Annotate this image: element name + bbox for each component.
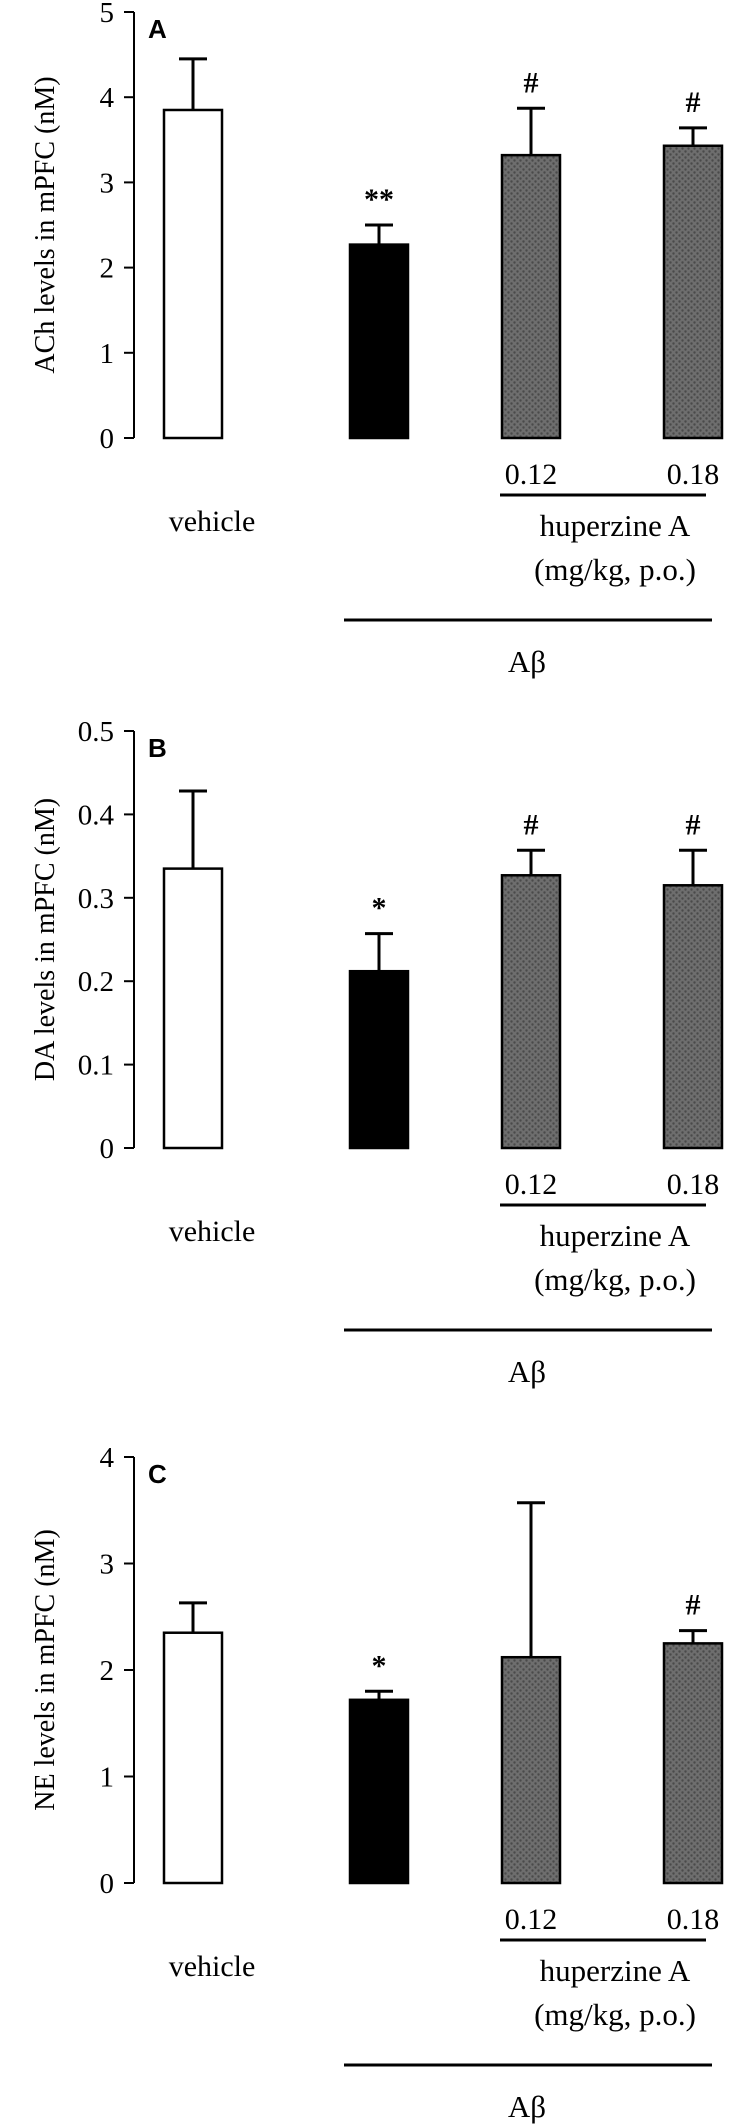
dose-label-018: 0.18 (667, 1903, 720, 1936)
y-axis-title: DA levels in mPFC (nM) (30, 798, 61, 1081)
y-tick-label: 2 (100, 253, 115, 285)
y-tick-label: 0 (100, 1133, 115, 1165)
vehicle-label: vehicle (169, 1215, 256, 1248)
y-tick-label: 3 (100, 1549, 115, 1581)
bar (348, 1698, 410, 1885)
bar (500, 874, 562, 1150)
dose-label-012: 0.12 (505, 1168, 558, 1201)
y-tick-label: 0.1 (78, 1050, 114, 1082)
dose-unit-label: (mg/kg, p.o.) (534, 1262, 696, 1297)
vehicle-label: vehicle (169, 505, 256, 538)
significance-mark: # (524, 808, 539, 841)
dose-label-012: 0.12 (505, 458, 558, 491)
huperzine-label: huperzine A (540, 508, 691, 543)
y-tick-label: 0.4 (78, 799, 115, 831)
significance-mark: # (686, 808, 701, 841)
dose-unit-label: (mg/kg, p.o.) (534, 552, 696, 587)
huperzine-label: huperzine A (540, 1953, 691, 1988)
dose-label-012: 0.12 (505, 1903, 558, 1936)
bar (500, 153, 562, 440)
bar (662, 1642, 724, 1885)
bar (500, 1655, 562, 1885)
abeta-label: Aβ (508, 1354, 546, 1389)
y-tick-label: 3 (100, 167, 115, 199)
significance-mark: # (686, 86, 701, 119)
abeta-label: Aβ (508, 644, 546, 679)
y-tick-label: 1 (100, 1762, 115, 1794)
y-axis-title: NE levels in mPFC (nM) (30, 1529, 61, 1811)
chart-panel-c: 0 1 2 3 4 NE levels in mPFC (nM) C * #0.12 0.18 ve… (30, 1442, 724, 2124)
y-tick-label: 0.2 (78, 966, 114, 998)
y-tick-label: 2 (100, 1655, 115, 1687)
chart-panel-a: 0 1 2 3 4 5 ACh levels in mPFC (nM) A ** # #0.12 0.… (30, 0, 724, 679)
panel-label: B (148, 733, 167, 763)
significance-mark: * (372, 892, 387, 925)
bar (162, 867, 224, 1150)
panel-label: C (148, 1459, 167, 1489)
huperzine-label: huperzine A (540, 1218, 691, 1253)
bar (348, 969, 410, 1150)
dose-label-018: 0.18 (667, 1168, 720, 1201)
panel-label: A (148, 14, 167, 44)
y-tick-label: 0.3 (78, 883, 114, 915)
y-tick-label: 4 (100, 82, 115, 114)
bar (662, 144, 724, 440)
bar (348, 243, 410, 440)
significance-mark: # (686, 1589, 701, 1622)
y-tick-label: 1 (100, 338, 115, 370)
abeta-label: Aβ (508, 2089, 546, 2124)
vehicle-label: vehicle (169, 1950, 256, 1983)
chart-panel-b: 0 0.1 0.2 0.3 0.4 0.5 DA levels in mPFC (nM) B *… (30, 716, 724, 1389)
y-tick-label: 4 (100, 1442, 115, 1474)
y-tick-label: 0 (100, 423, 115, 455)
bar (662, 884, 724, 1150)
y-tick-label: 0 (100, 1868, 115, 1900)
dose-label-018: 0.18 (667, 458, 720, 491)
bar (162, 1631, 224, 1885)
y-tick-label: 0.5 (78, 716, 114, 748)
y-axis-title: ACh levels in mPFC (nM) (30, 76, 61, 373)
bar (162, 108, 224, 440)
dose-unit-label: (mg/kg, p.o.) (534, 1997, 696, 2032)
significance-mark: # (524, 66, 539, 99)
significance-mark: ** (364, 183, 394, 216)
y-tick-label: 5 (100, 0, 115, 29)
significance-mark: * (372, 1649, 387, 1682)
